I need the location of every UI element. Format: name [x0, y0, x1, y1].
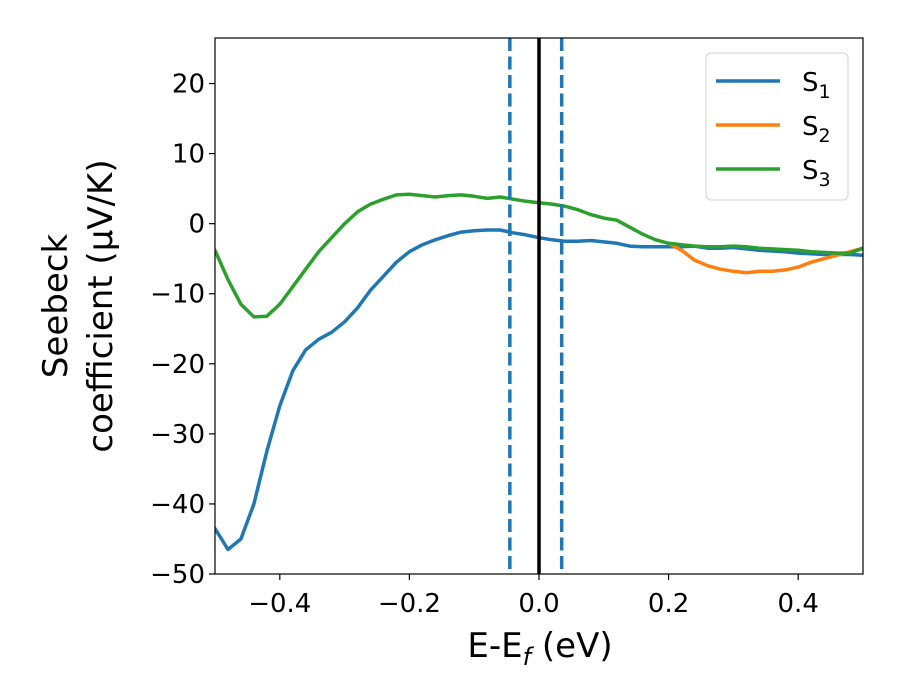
y-tick-label: −50 — [150, 560, 205, 590]
axis-labels: E-Ef (eV) Seebeck coefficient (μV/K) — [36, 159, 613, 671]
y-tick-label: 0 — [188, 210, 205, 240]
y-tick-label: 20 — [172, 70, 205, 100]
y-tick-label: −40 — [150, 490, 205, 520]
x-tick-label: 0.4 — [778, 589, 819, 619]
y-tick-label: −20 — [150, 350, 205, 380]
plot-area — [214, 37, 864, 575]
y-tick-label: −10 — [150, 280, 205, 310]
legend-label-s2: S2 — [802, 112, 831, 147]
legend-label-s3: S3 — [802, 156, 831, 191]
legend: S1 S2 S3 — [705, 52, 849, 201]
x-tick-label: 0.2 — [648, 589, 689, 619]
y-axis-label-line2: coefficient (μV/K) — [81, 159, 121, 452]
y-tick-label: −30 — [150, 420, 205, 450]
x-tick-label: −0.2 — [378, 589, 441, 619]
axes-ticks: −0.4 −0.2 0.0 0.2 0.4 20 10 0 −10 −20 −30 −40 −50 — [150, 70, 819, 619]
legend-label-s1: S1 — [802, 68, 831, 103]
x-axis-label: E-Ef (eV) — [467, 626, 612, 671]
y-axis-label-line1: Seebeck — [36, 234, 76, 379]
series-line-s2 — [666, 241, 863, 275]
x-tick-label: 0.0 — [518, 589, 559, 619]
x-tick-label: −0.4 — [248, 589, 311, 619]
y-tick-label: 10 — [172, 140, 205, 170]
